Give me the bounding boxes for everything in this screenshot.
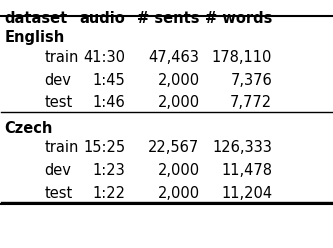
Text: 126,333: 126,333 [212,140,272,155]
Text: audio: audio [80,11,125,26]
Text: 47,463: 47,463 [149,50,199,65]
Text: dev: dev [44,163,71,178]
Text: English: English [5,30,65,45]
Text: 41:30: 41:30 [83,50,125,65]
Text: train: train [44,50,79,65]
Text: Czech: Czech [5,121,53,136]
Text: 1:45: 1:45 [93,73,125,88]
Text: # words: # words [205,11,272,26]
Text: 22,567: 22,567 [148,140,199,155]
Text: 2,000: 2,000 [158,163,199,178]
Text: 15:25: 15:25 [83,140,125,155]
Text: 11,478: 11,478 [221,163,272,178]
Text: 2,000: 2,000 [158,95,199,110]
Text: 2,000: 2,000 [158,73,199,88]
Text: test: test [44,95,73,110]
Text: # sents: # sents [137,11,199,26]
Text: 11,204: 11,204 [221,186,272,201]
Text: 1:23: 1:23 [93,163,125,178]
Text: 7,376: 7,376 [230,73,272,88]
Text: 178,110: 178,110 [212,50,272,65]
Text: 2,000: 2,000 [158,186,199,201]
Text: train: train [44,140,79,155]
Text: dataset: dataset [5,11,68,26]
Text: test: test [44,186,73,201]
Text: dev: dev [44,73,71,88]
Text: 1:22: 1:22 [92,186,125,201]
Text: 1:46: 1:46 [93,95,125,110]
Text: 7,772: 7,772 [230,95,272,110]
